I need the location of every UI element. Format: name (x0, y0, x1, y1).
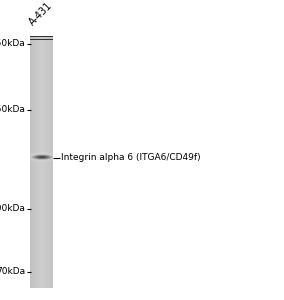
Text: Integrin alpha 6 (ITGA6/CD49f): Integrin alpha 6 (ITGA6/CD49f) (61, 153, 201, 162)
Text: 70kDa: 70kDa (0, 267, 26, 276)
Text: 250kDa: 250kDa (0, 39, 26, 48)
Text: 100kDa: 100kDa (0, 204, 26, 213)
Bar (30, 36, 53, 38)
Bar (30, 38, 53, 40)
Text: A-431: A-431 (28, 0, 55, 27)
Text: 150kDa: 150kDa (0, 105, 26, 114)
